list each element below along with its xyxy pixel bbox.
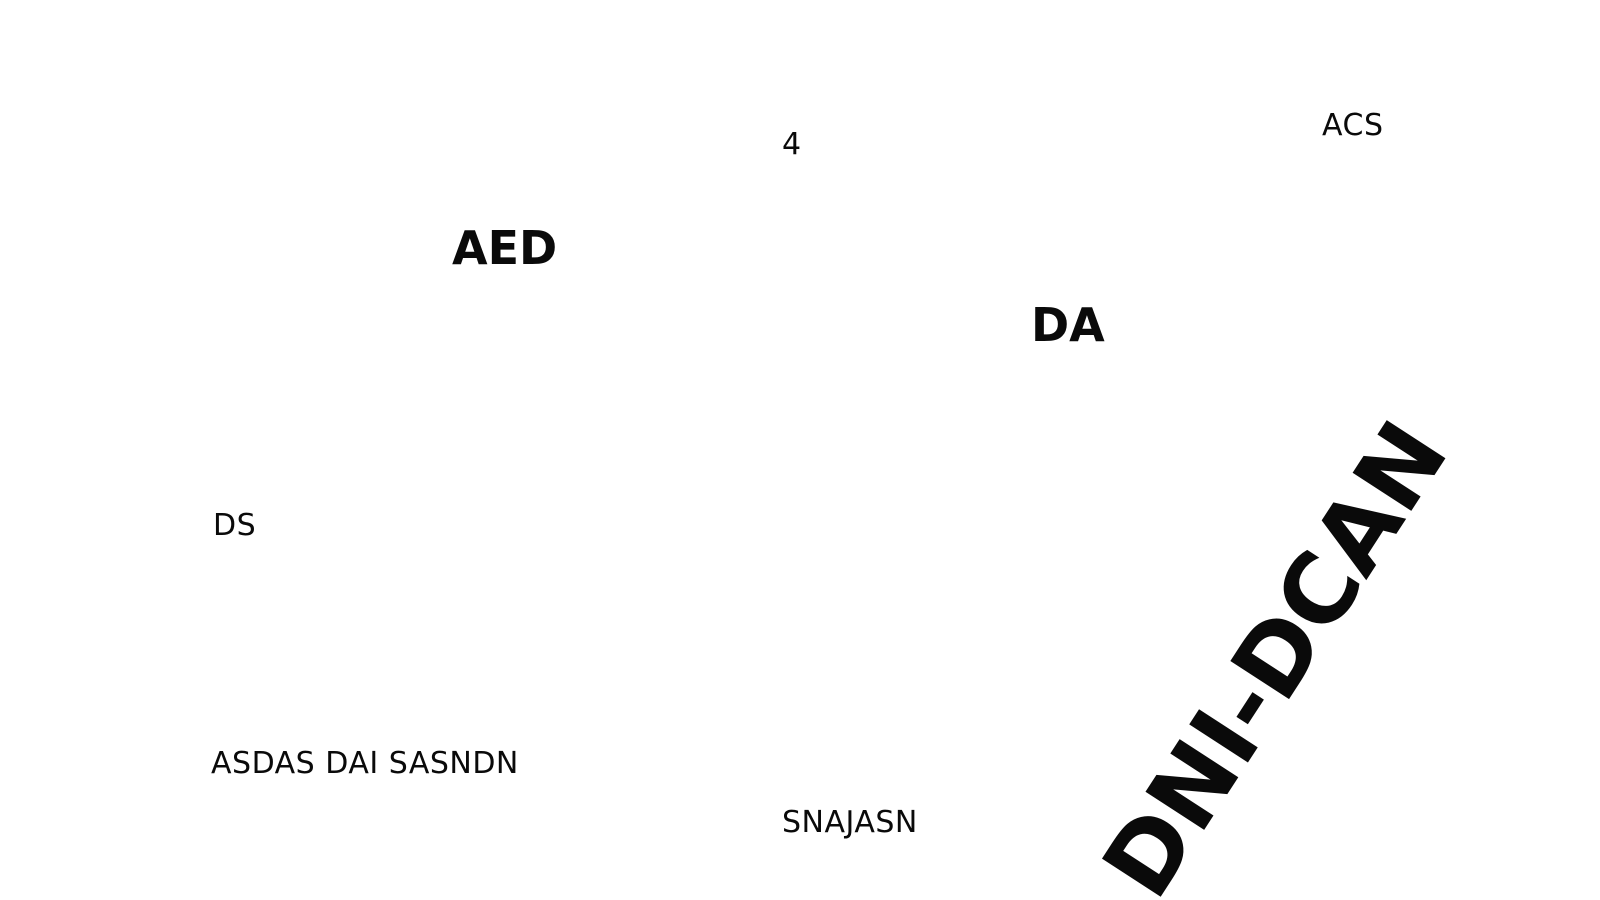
ds-label: DS xyxy=(213,508,257,543)
da-label: DA xyxy=(1031,298,1105,352)
snajasn-label: SNAJASN xyxy=(782,805,918,840)
acs-label: ACS xyxy=(1322,108,1384,143)
aed-label: AED xyxy=(452,221,558,275)
dni-dcan-rotated-label: DNI-DCAN xyxy=(1081,402,1470,900)
asdas-dai-sasndn-label: ASDAS DAI SASNDN xyxy=(211,746,519,781)
number-four-label: 4 xyxy=(782,127,802,162)
